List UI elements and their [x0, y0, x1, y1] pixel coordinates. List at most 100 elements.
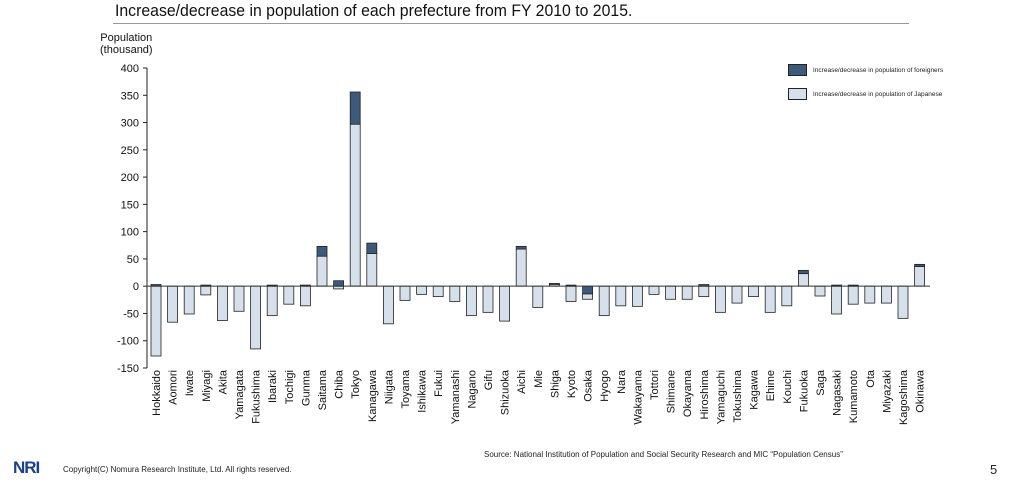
bar-japanese	[632, 285, 643, 307]
bar-foreigners	[316, 245, 328, 257]
y-tick-label: 100	[121, 227, 139, 239]
y-axis-label-line2: (thousand)	[100, 44, 153, 56]
y-tick-label: 400	[121, 63, 139, 75]
bar-foreigners	[515, 245, 527, 250]
bar-japanese	[349, 123, 361, 287]
bar-japanese	[499, 285, 511, 322]
x-tick-label: Fukuoka	[798, 369, 810, 412]
bar-japanese	[266, 285, 278, 317]
bar-japanese	[382, 285, 394, 325]
bar-japanese	[847, 285, 859, 305]
bar-japanese	[864, 285, 876, 304]
x-tick-label: Nara	[616, 369, 628, 394]
legend-label-japanese: Increase/decrease in population of Japan…	[813, 90, 943, 98]
bar-japanese	[715, 285, 726, 313]
y-tick-label: 250	[121, 145, 139, 157]
bar-japanese	[731, 285, 743, 304]
x-tick-label: Akita	[217, 369, 229, 394]
x-tick-label: Yamanashi	[450, 370, 462, 424]
x-tick-label: Ota	[865, 369, 877, 388]
x-tick-label: Aichi	[516, 370, 528, 394]
bar-japanese	[465, 285, 477, 317]
x-tick-label: Kumamoto	[848, 370, 860, 423]
nri-logo: NRI	[13, 458, 40, 477]
x-tick-label: Ishikawa	[417, 369, 429, 413]
x-tick-label: Tottori	[649, 370, 661, 400]
x-tick-label: Wakayama	[632, 369, 644, 424]
x-tick-label: Kyoto	[566, 370, 578, 398]
bar-japanese	[648, 285, 660, 295]
legend-label-foreigners: Increase/decrease in population of forei…	[813, 66, 944, 74]
x-tick-label: Nagano	[466, 370, 478, 409]
page-number: 5	[990, 462, 998, 477]
bar-foreigners	[582, 285, 593, 295]
bar-japanese	[598, 285, 610, 317]
x-tick-label: Mie	[533, 370, 545, 388]
bar-japanese	[200, 285, 212, 296]
x-tick-label: Ehime	[765, 370, 777, 401]
bar-foreigners	[366, 242, 378, 254]
legend-swatch-foreigners	[788, 64, 807, 76]
y-tick-label: -150	[117, 363, 139, 375]
y-tick-label: 150	[121, 199, 139, 211]
bar-japanese	[881, 285, 892, 304]
legend: Increase/decrease in population of forei…	[788, 63, 943, 111]
x-tick-label: Miyagi	[201, 370, 213, 402]
chart-title: Increase/decrease in population of each …	[115, 1, 633, 20]
y-tick-label: 0	[133, 281, 139, 293]
x-tick-label: Hokkaido	[151, 370, 163, 416]
x-tick-label: Yamaguchi	[715, 370, 727, 424]
x-tick-label: Miyazaki	[881, 370, 893, 413]
x-tick-label: Shiga	[549, 369, 561, 398]
bar-japanese	[299, 285, 311, 307]
bar-japanese	[798, 273, 809, 287]
bar-japanese	[565, 285, 577, 302]
x-tick-label: Iwate	[184, 370, 196, 396]
x-tick-label: Osaka	[583, 369, 595, 402]
x-tick-label: Tochigi	[284, 370, 296, 404]
bar-japanese	[681, 285, 693, 300]
x-tick-label: Gunma	[300, 369, 312, 406]
bar-japanese	[698, 285, 710, 297]
bar-foreigners	[333, 280, 345, 287]
legend-item-foreigners: Increase/decrease in population of forei…	[788, 63, 943, 77]
bar-japanese	[316, 255, 328, 287]
x-tick-label: Yamagata	[234, 369, 246, 419]
bar-japanese	[482, 285, 494, 313]
x-tick-label: Shizuoka	[500, 369, 512, 415]
bar-japanese	[183, 285, 195, 315]
x-tick-label: Okayama	[682, 369, 694, 417]
bar-japanese	[582, 293, 593, 300]
bar-foreigners	[914, 263, 925, 267]
y-axis-label-line1: Population	[100, 32, 153, 44]
x-tick-label: Toyama	[400, 369, 412, 408]
bar-japanese	[615, 285, 627, 307]
bar-chart: 400 350 300 250 200 150 100 50 0 -50 -100 -150 Hokka…	[117, 63, 930, 425]
legend-item-japanese: Increase/decrease in population of Japan…	[788, 87, 943, 101]
bar-japanese	[748, 285, 759, 297]
x-tick-label: Hyogo	[599, 370, 611, 402]
y-tick-label: -100	[117, 336, 139, 348]
bar-japanese	[250, 285, 262, 350]
y-tick-label: -50	[123, 308, 139, 320]
x-tick-label: Fukui	[433, 370, 445, 397]
y-tick-label: 200	[121, 172, 139, 184]
x-tick-label: Kouchi	[782, 370, 794, 404]
x-tick-label: Kagawa	[749, 369, 761, 410]
bar-japanese	[914, 266, 925, 287]
bar-japanese	[515, 248, 527, 287]
x-tick-label: Niigata	[383, 369, 395, 404]
bar-japanese	[831, 285, 842, 315]
bar-japanese	[665, 285, 676, 300]
x-tick-label: Okinawa	[915, 369, 927, 413]
bar-japanese	[283, 285, 295, 305]
x-tick-label: Hiroshima	[699, 369, 711, 419]
x-tick-label: Nagasaki	[832, 370, 844, 416]
x-tick-label: Shimane	[666, 370, 678, 413]
x-tick-label: Chiba	[334, 369, 346, 399]
source-note: Source: National Institution of Populati…	[484, 450, 843, 459]
bar-japanese	[233, 285, 245, 312]
bar-foreigners	[349, 91, 361, 125]
bar-japanese	[897, 285, 909, 319]
bar-japanese	[167, 285, 179, 323]
